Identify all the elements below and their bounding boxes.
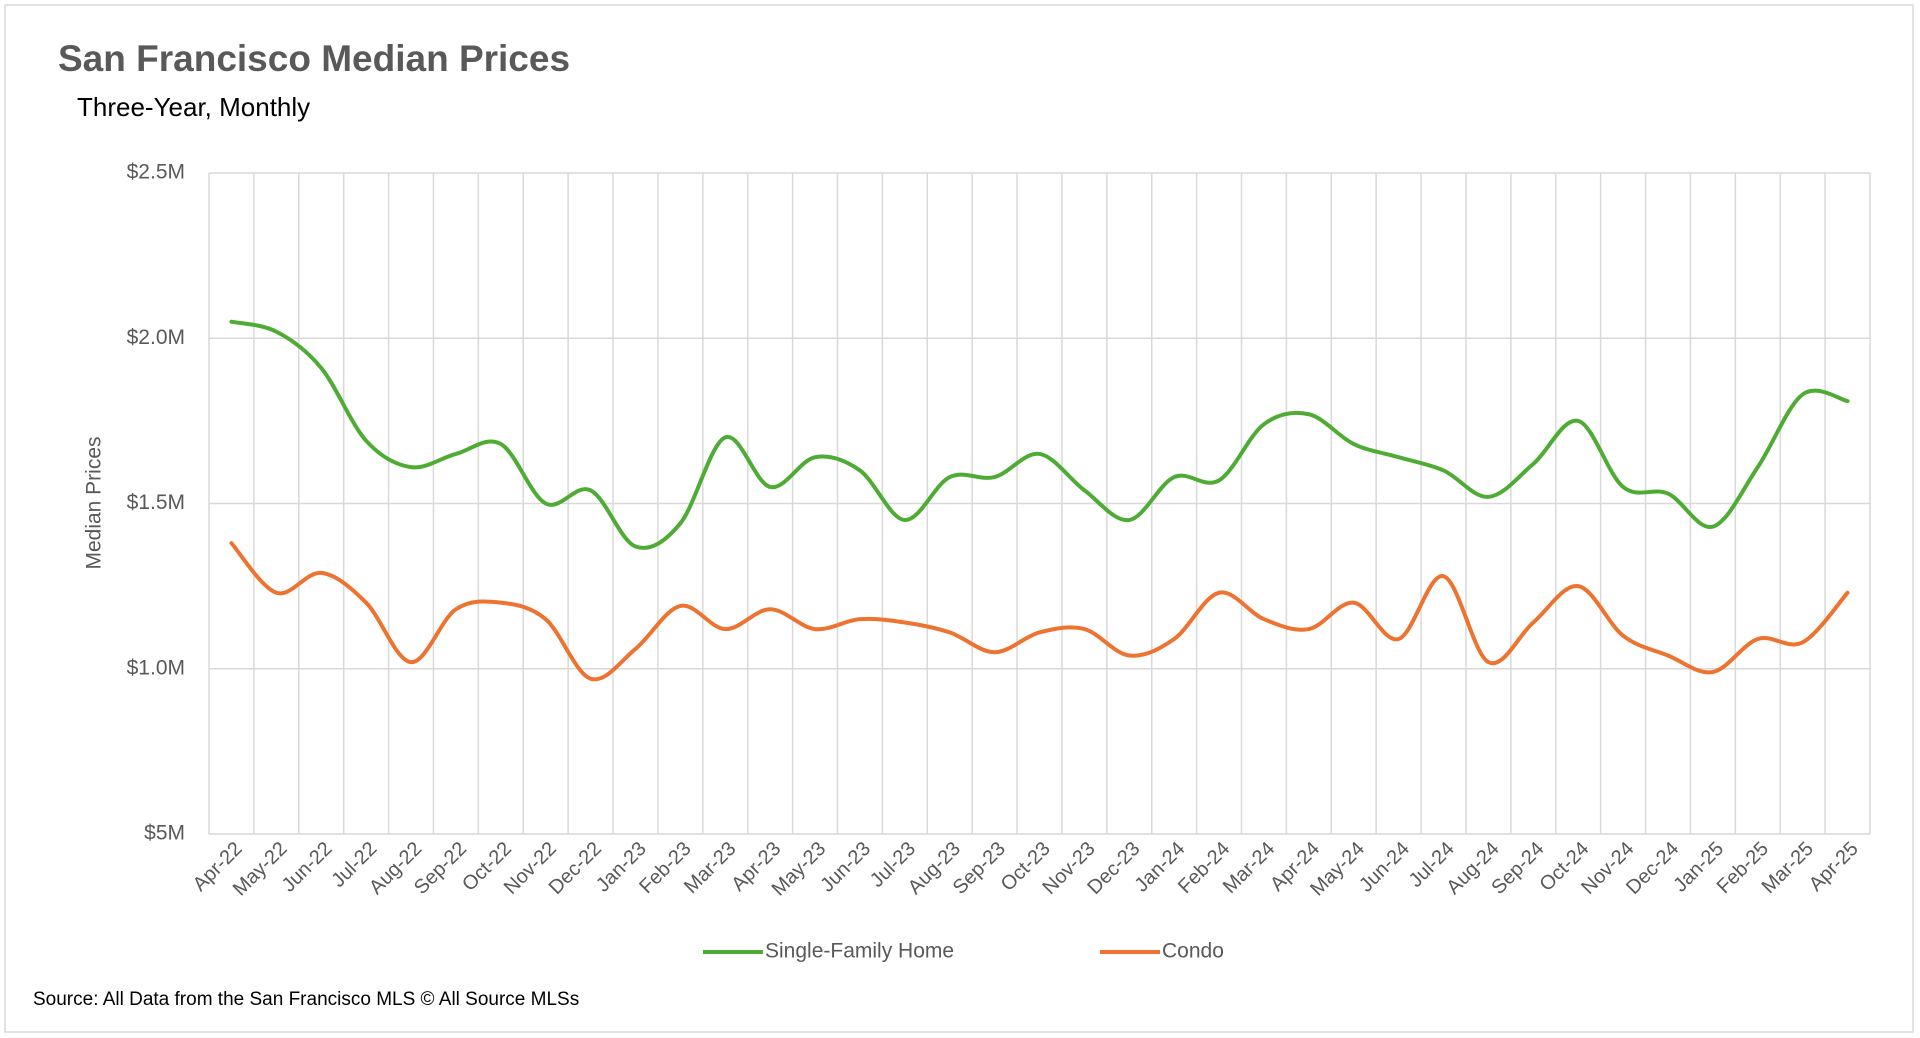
y-tick-label: $1.0M [127,656,185,679]
y-axis-title: Median Prices [83,436,106,569]
chart-subtitle: Three-Year, Monthly [77,92,310,122]
source-note: Source: All Data from the San Francisco … [33,989,579,1010]
legend-label: Single-Family Home [765,940,954,963]
y-tick-label: $2.5M [127,161,185,184]
series-line [229,541,1850,682]
chart-title: San Francisco Median Prices [58,38,570,79]
series-line [229,319,1850,550]
y-tick-label: $2.0M [127,326,185,349]
y-tick-label: $5M [144,822,185,845]
chart-frame [4,4,1914,1033]
legend-label: Condo [1162,940,1224,963]
y-tick-label: $1.5M [127,491,185,514]
